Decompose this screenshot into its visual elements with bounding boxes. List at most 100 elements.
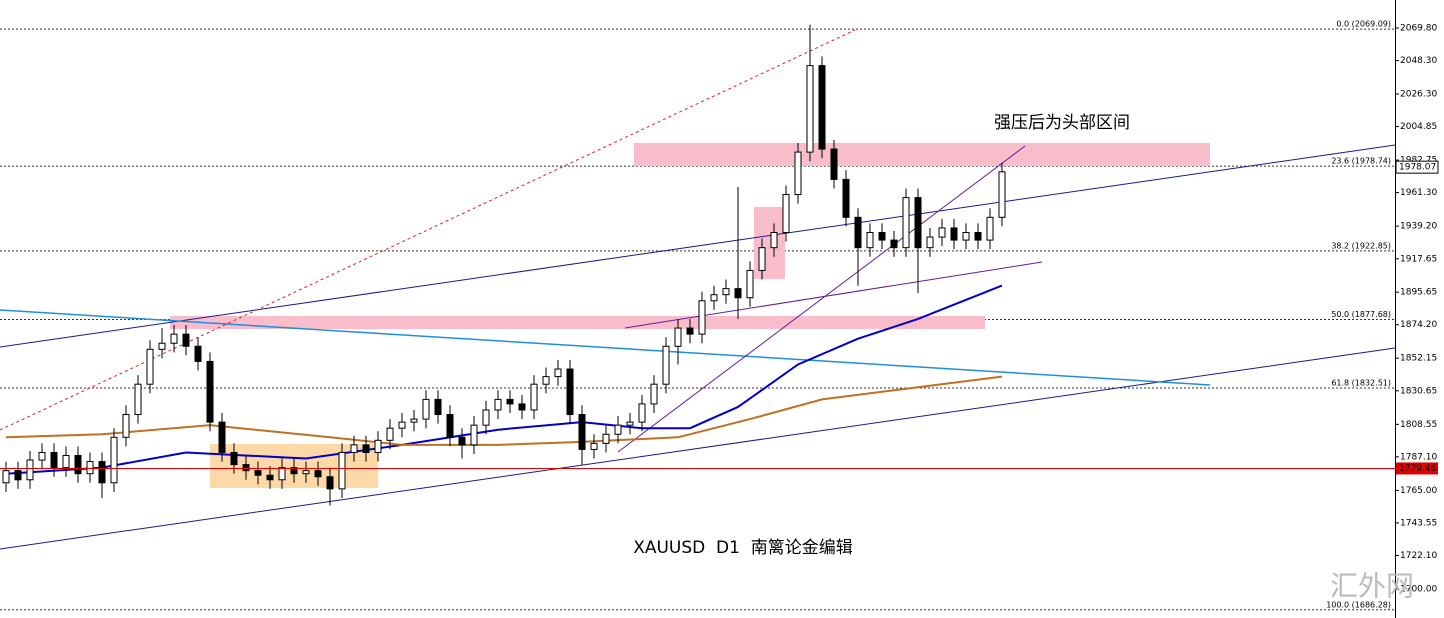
trendline: [0, 144, 1396, 348]
watermark: 汇外网: [1330, 570, 1414, 603]
y-tick-label: 1939.20: [1400, 222, 1437, 232]
fib-label: 100.0 (1686.28): [1326, 600, 1391, 609]
candle-body: [50, 451, 58, 469]
y-tick-label: 1917.65: [1400, 254, 1437, 264]
candle-body: [38, 451, 46, 461]
candle-body: [650, 383, 658, 405]
candle-body: [410, 418, 418, 423]
candle-body: [254, 470, 262, 476]
candle-body: [110, 436, 118, 484]
candle-body: [578, 414, 586, 450]
candle-body: [98, 461, 106, 484]
candle-body: [206, 360, 214, 423]
candle-body: [746, 269, 754, 299]
candle-body: [122, 414, 130, 438]
candle-body: [962, 231, 970, 241]
candle-body: [278, 467, 286, 481]
y-tick-label: 1743.55: [1400, 518, 1437, 528]
candle-body: [482, 409, 490, 426]
candle-body: [878, 231, 886, 241]
candle-body: [626, 421, 634, 426]
candle-body: [770, 231, 778, 249]
candle-body: [674, 327, 682, 347]
price-label-box: [1396, 462, 1438, 475]
y-tick-label: 1808.55: [1400, 420, 1437, 430]
candle-body: [26, 459, 34, 481]
y-tick-label: 1895.65: [1400, 288, 1437, 298]
candle-body: [170, 333, 178, 344]
candle-body: [602, 433, 610, 444]
candle-body: [182, 333, 190, 347]
candle-body: [518, 403, 526, 411]
candle-body: [542, 376, 550, 385]
candle-body: [434, 398, 442, 416]
y-tick-label: 1787.10: [1400, 452, 1437, 462]
candle-body: [242, 464, 250, 472]
y-tick-label: 1874.20: [1400, 320, 1437, 330]
candle-body: [302, 470, 310, 475]
candle-body: [86, 461, 94, 475]
y-tick-label: 1722.10: [1400, 551, 1437, 561]
candle-body: [362, 444, 370, 453]
candle-body: [290, 467, 298, 475]
trendline: [0, 309, 1211, 386]
fib-label: 61.8 (1832.51): [1331, 378, 1391, 387]
candle-body: [446, 414, 454, 438]
moving-average: [5, 284, 1003, 475]
candle-body: [782, 194, 790, 233]
candle-body: [986, 216, 994, 241]
candle-body: [794, 151, 802, 196]
candle-body: [950, 227, 958, 241]
candle-body: [554, 368, 562, 378]
candle-body: [2, 470, 10, 484]
candle-body: [938, 227, 946, 238]
candle-body: [734, 288, 742, 299]
current-price-box: [1395, 160, 1439, 174]
support-zone: [170, 316, 985, 329]
candle-body: [590, 442, 598, 450]
annotation: XAUUSD D1 南篱论金编辑: [633, 538, 853, 558]
y-tick-label: 1982.75: [1400, 156, 1437, 166]
trendlines: [0, 29, 1396, 550]
candle-body: [914, 197, 922, 249]
y-tick-label: 1852.15: [1400, 354, 1437, 364]
candle-body: [830, 148, 838, 180]
candle-body: [326, 476, 334, 490]
candle-body: [698, 300, 706, 335]
candle-body: [926, 236, 934, 249]
candle-body: [230, 451, 238, 466]
candle-body: [974, 231, 982, 241]
candle-body: [686, 327, 694, 335]
moving-average: [5, 375, 1003, 446]
y-tick-label: 2048.30: [1400, 56, 1437, 66]
candle-body: [662, 345, 670, 385]
y-tick-label: 2069.80: [1400, 24, 1437, 34]
annotation: 强压后为头部区间: [994, 113, 1130, 133]
candle-body: [458, 436, 466, 446]
candle-body: [998, 171, 1006, 218]
y-tick-label: 2026.30: [1400, 89, 1437, 99]
candle-body: [218, 421, 226, 453]
candle-body: [470, 424, 478, 446]
candle-body: [134, 383, 142, 416]
candle-body: [902, 197, 910, 249]
candle-body: [14, 470, 22, 481]
candle-body: [806, 65, 814, 153]
candle-body: [194, 345, 202, 362]
y-tick-label: 1961.30: [1400, 188, 1437, 198]
fib-label: 50.0 (1877.68): [1331, 310, 1391, 319]
y-tick-label: 1830.65: [1400, 386, 1437, 396]
candle-body: [842, 178, 850, 218]
candle-body: [350, 444, 358, 453]
candle-body: [62, 454, 70, 469]
fib-label: 0.0 (2069.09): [1336, 20, 1391, 29]
candle-body: [710, 294, 718, 302]
candle-body: [146, 348, 154, 385]
candle-body: [266, 474, 274, 481]
candle-body: [314, 470, 322, 478]
candle-body: [398, 421, 406, 429]
candle-body: [74, 454, 82, 475]
y-tick-label: 1765.00: [1400, 486, 1437, 496]
candle-body: [566, 368, 574, 416]
